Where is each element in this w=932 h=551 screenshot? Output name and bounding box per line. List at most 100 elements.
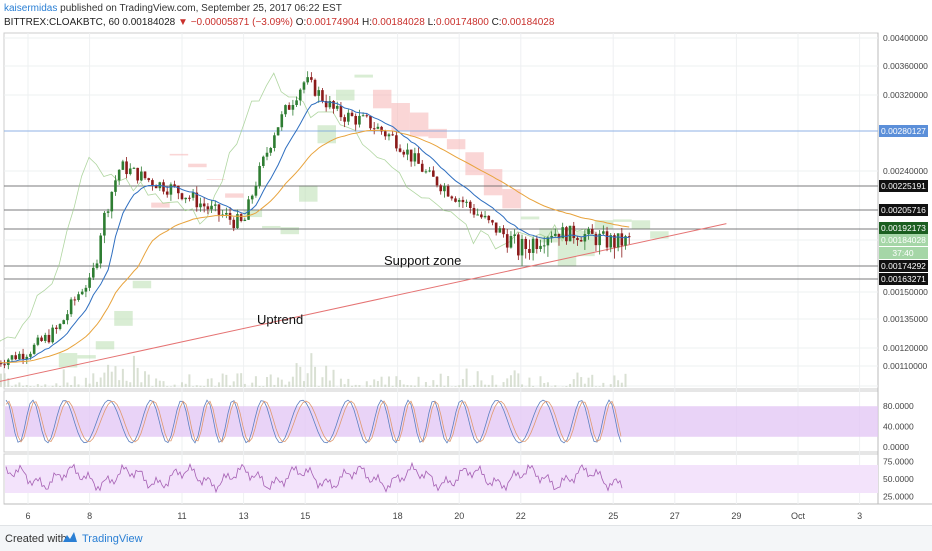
candle-body[interactable] bbox=[465, 202, 468, 203]
candle-body[interactable] bbox=[395, 135, 398, 148]
candle-body[interactable] bbox=[491, 220, 494, 222]
candle-body[interactable] bbox=[192, 193, 195, 198]
candle-body[interactable] bbox=[118, 170, 121, 180]
candle-body[interactable] bbox=[262, 157, 265, 166]
candle-body[interactable] bbox=[343, 117, 346, 121]
candle-body[interactable] bbox=[122, 161, 125, 169]
candle-body[interactable] bbox=[536, 239, 539, 249]
candle-body[interactable] bbox=[417, 153, 420, 164]
price-chart[interactable]: 0.004000000.003600000.003200000.00240000… bbox=[0, 30, 932, 525]
candle-body[interactable] bbox=[495, 223, 498, 233]
candle-body[interactable] bbox=[55, 328, 58, 329]
candle-body[interactable] bbox=[602, 231, 605, 233]
candle-body[interactable] bbox=[11, 355, 14, 359]
candle-body[interactable] bbox=[77, 294, 80, 300]
candle-body[interactable] bbox=[59, 324, 62, 329]
candle-body[interactable] bbox=[173, 184, 176, 186]
candle-body[interactable] bbox=[85, 288, 88, 292]
candle-body[interactable] bbox=[51, 328, 54, 343]
candle-body[interactable] bbox=[428, 170, 431, 171]
candle-body[interactable] bbox=[584, 234, 587, 241]
candle-body[interactable] bbox=[462, 200, 465, 202]
candle-body[interactable] bbox=[81, 292, 84, 295]
candle-body[interactable] bbox=[92, 268, 95, 278]
candle-body[interactable] bbox=[207, 206, 210, 209]
candle-body[interactable] bbox=[506, 234, 509, 247]
candle-body[interactable] bbox=[439, 185, 442, 191]
candle-body[interactable] bbox=[617, 233, 620, 247]
candle-body[interactable] bbox=[513, 234, 516, 235]
candle-body[interactable] bbox=[147, 178, 150, 180]
candle-body[interactable] bbox=[587, 229, 590, 234]
candle-body[interactable] bbox=[569, 226, 572, 241]
candle-body[interactable] bbox=[114, 180, 117, 192]
candle-body[interactable] bbox=[454, 198, 457, 201]
candle-body[interactable] bbox=[336, 106, 339, 109]
candle-body[interactable] bbox=[539, 246, 542, 249]
candle-body[interactable] bbox=[373, 128, 376, 129]
candle-body[interactable] bbox=[377, 127, 380, 129]
candle-body[interactable] bbox=[218, 204, 221, 214]
candle-body[interactable] bbox=[251, 196, 254, 200]
candle-body[interactable] bbox=[303, 82, 306, 89]
candle-body[interactable] bbox=[480, 214, 483, 217]
candle-body[interactable] bbox=[170, 184, 173, 194]
candle-body[interactable] bbox=[29, 354, 32, 357]
candle-body[interactable] bbox=[110, 192, 113, 211]
candle-body[interactable] bbox=[129, 168, 132, 174]
candle-body[interactable] bbox=[62, 320, 65, 324]
candle-body[interactable] bbox=[621, 233, 624, 245]
candle-body[interactable] bbox=[273, 135, 276, 148]
candle-body[interactable] bbox=[292, 105, 295, 110]
candle-body[interactable] bbox=[48, 335, 51, 342]
candle-body[interactable] bbox=[443, 186, 446, 191]
candle-body[interactable] bbox=[436, 177, 439, 186]
candle-body[interactable] bbox=[103, 213, 106, 236]
candle-body[interactable] bbox=[366, 115, 369, 116]
candle-body[interactable] bbox=[391, 134, 394, 135]
candle-body[interactable] bbox=[66, 314, 69, 320]
candle-body[interactable] bbox=[543, 245, 546, 246]
candle-body[interactable] bbox=[284, 105, 287, 114]
candle-body[interactable] bbox=[572, 226, 575, 238]
candle-body[interactable] bbox=[232, 220, 235, 228]
main-pane[interactable] bbox=[4, 33, 878, 389]
candle-body[interactable] bbox=[402, 152, 405, 155]
candle-body[interactable] bbox=[188, 198, 191, 199]
candle-body[interactable] bbox=[74, 299, 77, 300]
candle-body[interactable] bbox=[33, 345, 36, 354]
candle-body[interactable] bbox=[487, 216, 490, 220]
candle-body[interactable] bbox=[421, 164, 424, 172]
candle-body[interactable] bbox=[295, 100, 298, 105]
candle-body[interactable] bbox=[550, 236, 553, 237]
candle-body[interactable] bbox=[554, 234, 557, 236]
candle-body[interactable] bbox=[369, 116, 372, 128]
candle-body[interactable] bbox=[18, 354, 21, 359]
candle-body[interactable] bbox=[517, 234, 520, 255]
candle-body[interactable] bbox=[521, 239, 524, 255]
candle-body[interactable] bbox=[576, 238, 579, 240]
candle-body[interactable] bbox=[247, 199, 250, 219]
candle-body[interactable] bbox=[14, 355, 17, 359]
candle-body[interactable] bbox=[280, 114, 283, 127]
candle-body[interactable] bbox=[299, 90, 302, 101]
candle-body[interactable] bbox=[473, 208, 476, 215]
candle-body[interactable] bbox=[88, 278, 91, 288]
candle-body[interactable] bbox=[510, 236, 513, 248]
candle-body[interactable] bbox=[469, 202, 472, 208]
candle-body[interactable] bbox=[255, 186, 258, 196]
candle-body[interactable] bbox=[266, 153, 269, 157]
tradingview-logo-icon[interactable] bbox=[62, 531, 78, 543]
candle-body[interactable] bbox=[332, 101, 335, 109]
candle-body[interactable] bbox=[37, 338, 40, 345]
candle-body[interactable] bbox=[384, 131, 387, 136]
candle-body[interactable] bbox=[22, 354, 25, 359]
candle-body[interactable] bbox=[70, 299, 73, 314]
candle-body[interactable] bbox=[484, 216, 487, 217]
candle-body[interactable] bbox=[451, 196, 454, 198]
candle-body[interactable] bbox=[317, 90, 320, 96]
candle-body[interactable] bbox=[347, 113, 350, 122]
candle-body[interactable] bbox=[406, 150, 409, 155]
candle-body[interactable] bbox=[528, 249, 531, 253]
candle-body[interactable] bbox=[388, 134, 391, 136]
